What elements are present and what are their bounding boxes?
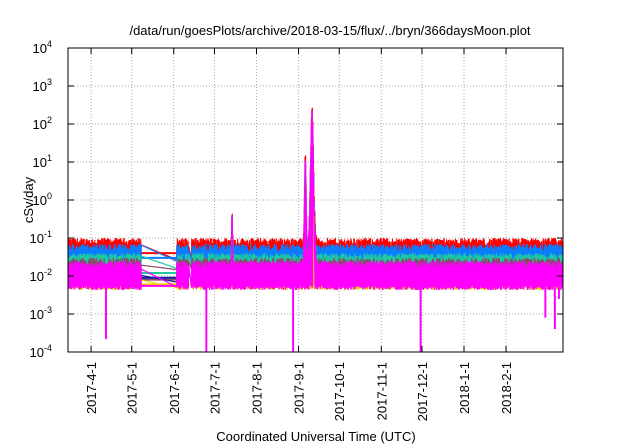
- y-tick-exponent: -1: [44, 229, 52, 239]
- y-tick-base: 10: [33, 193, 47, 208]
- y-axis-label: cSv/day: [21, 176, 36, 223]
- x-tick-label: 2017-9-1: [292, 362, 307, 414]
- y-tick-exponent: 4: [47, 39, 52, 49]
- y-tick-exponent: 2: [47, 115, 52, 125]
- y-tick-exponent: 0: [47, 191, 52, 201]
- x-tick-label: 2017-8-1: [250, 362, 265, 414]
- y-tick-label: 10-2: [30, 267, 52, 284]
- y-tick-base: 10: [30, 307, 44, 322]
- plot-area: [67, 107, 564, 352]
- x-tick-label: 2017-4-1: [84, 362, 99, 414]
- y-tick-label: 10-3: [30, 305, 52, 322]
- x-axis-label: Coordinated Universal Time (UTC): [216, 429, 415, 444]
- y-tick-label: 10-4: [30, 343, 52, 360]
- y-tick-base: 10: [30, 269, 44, 284]
- y-tick-exponent: 3: [47, 77, 52, 87]
- y-tick-exponent: -2: [44, 267, 52, 277]
- y-tick-label: 103: [33, 77, 52, 94]
- y-tick-base: 10: [33, 79, 47, 94]
- x-tick-label: 2018-2-1: [499, 362, 514, 414]
- x-tick-label: 2017-11-1: [374, 362, 389, 420]
- y-tick-label: 102: [33, 115, 52, 132]
- y-tick-base: 10: [30, 231, 44, 246]
- x-tick-label: 2017-7-1: [207, 362, 222, 414]
- y-tick-base: 10: [30, 345, 44, 360]
- series-blue: [67, 113, 564, 266]
- series-magenta: [67, 110, 564, 291]
- grid: [68, 48, 563, 352]
- y-tick-base: 10: [33, 155, 47, 170]
- x-tick-label: 2018-1-1: [457, 362, 472, 414]
- y-tick-exponent: 1: [47, 153, 52, 163]
- x-tick-label: 2017-5-1: [125, 362, 140, 414]
- y-tick-label: 10-1: [30, 229, 52, 246]
- y-tick-base: 10: [33, 117, 47, 132]
- y-tick-label: 100: [33, 191, 52, 208]
- chart-title: /data/run/goesPlots/archive/2018-03-15/f…: [129, 23, 530, 38]
- x-tick-label: 2017-10-1: [332, 362, 347, 421]
- series-teal: [67, 122, 564, 270]
- y-tick-label: 104: [33, 39, 52, 56]
- y-tick-exponent: -4: [44, 343, 52, 353]
- x-tick-label: 2017-6-1: [167, 362, 182, 414]
- x-tick-label: 2017-12-1: [415, 362, 430, 421]
- y-tick-base: 10: [33, 41, 47, 56]
- y-tick-exponent: -3: [44, 305, 52, 315]
- y-tick-label: 101: [33, 153, 52, 170]
